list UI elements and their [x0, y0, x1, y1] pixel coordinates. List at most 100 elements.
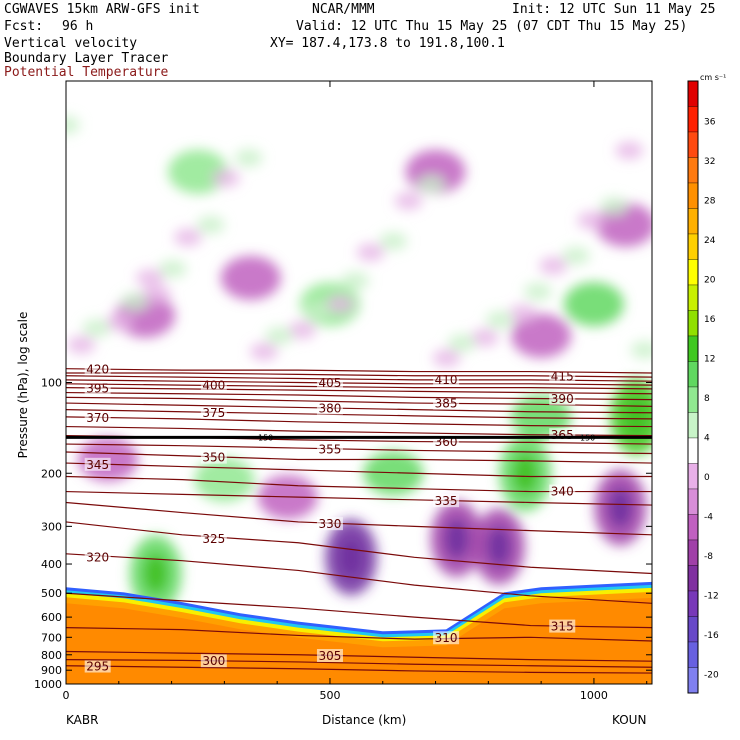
theta-label-bg-345: [84, 457, 111, 471]
colorbar-label-12: 12: [704, 354, 715, 364]
w-core-2: [444, 518, 469, 559]
theta-label-320: 320: [86, 550, 109, 564]
colorbar-swatch-21: [687, 616, 699, 643]
colorbar-label--20: -20: [704, 670, 719, 680]
theta-label-bg-315: [549, 619, 576, 633]
theta-contour-370: [66, 416, 652, 428]
theta-label-bg-350: [200, 450, 227, 464]
theta-contour-305: [66, 650, 652, 662]
colorbar-swatch-11: [687, 361, 699, 388]
colorbar: 36 32 28 24 20 16 12 8 4 0 -4 -8 -12 -16 -20: [687, 80, 719, 694]
org-label: NCAR/MMM: [312, 2, 375, 17]
model-title: CGWAVES 15km ARW-GFS init: [4, 2, 200, 17]
theta-label-bg-420: [84, 362, 111, 376]
theta-label-380: 380: [319, 402, 342, 416]
colorbar-swatch-8: [687, 284, 699, 311]
theta-label-310: 310: [435, 631, 458, 645]
w-texture-16: [341, 271, 370, 290]
y-tick-label-500: 500: [41, 587, 62, 600]
colorbar-swatch-6: [687, 233, 699, 260]
w-texture-15: [249, 342, 278, 361]
theta-label-295: 295: [86, 660, 109, 674]
theta-label-345: 345: [86, 458, 109, 472]
colorbar-swatch-23: [687, 667, 699, 694]
colorbar-swatch-10: [687, 335, 699, 362]
theta-label-420: 420: [86, 362, 109, 376]
theta-contour-345: [66, 462, 652, 478]
colorbar-swatch-22: [687, 641, 699, 668]
theta-contour-300: [66, 659, 652, 668]
field-boundary-layer-tracer: Boundary Layer Tracer: [4, 51, 169, 66]
vertical-velocity-fill: [66, 116, 652, 612]
colorbar-label-32: 32: [704, 157, 715, 167]
y-tick-label-100: 100: [41, 377, 62, 390]
theta-label-410: 410: [435, 373, 458, 387]
colorbar-label-20: 20: [704, 275, 716, 285]
theta-label-395: 395: [86, 381, 109, 395]
w-feature-17: [220, 255, 281, 300]
theta-label-355: 355: [319, 442, 342, 456]
w-texture-8: [196, 215, 225, 234]
theta-label-405: 405: [319, 376, 342, 390]
w-core-4: [143, 553, 168, 594]
theta-label-bg-325: [200, 531, 227, 545]
theta-contour-310: [66, 626, 652, 642]
w-texture-26: [82, 319, 111, 338]
w-texture-12: [561, 246, 590, 265]
theta-label-bg-295: [84, 659, 111, 673]
theta-label-400: 400: [202, 379, 225, 393]
w-texture-2: [234, 148, 263, 167]
w-texture-33: [135, 268, 164, 287]
colorbar-label-36: 36: [704, 117, 716, 127]
colorbar-label-0: 0: [704, 473, 710, 483]
theta-label-370: 370: [86, 411, 109, 425]
x-axis-right-station: KOUN: [612, 713, 647, 727]
theta-label-bg-415: [549, 369, 576, 383]
colorbar-swatch-9: [687, 310, 699, 337]
theta-label-bg-390: [549, 392, 576, 406]
colorbar-swatch-15: [687, 463, 699, 490]
w-texture-27: [173, 228, 202, 247]
theta-label-bg-375: [200, 405, 227, 419]
y-tick-label-900: 900: [41, 664, 62, 677]
theta-label-315: 315: [551, 620, 574, 634]
colorbar-swatch-2: [687, 131, 699, 158]
colorbar-swatch-5: [687, 208, 699, 235]
w-texture-18: [523, 282, 552, 301]
w-core-3: [608, 487, 633, 528]
w-core-1: [486, 526, 511, 567]
colorbar-swatch-7: [687, 259, 699, 286]
w-texture-17: [432, 349, 461, 368]
w-texture-23: [394, 191, 423, 210]
colorbar-swatch-13: [687, 412, 699, 439]
theta-label-325: 325: [202, 532, 225, 546]
theta-contour-330: [66, 501, 652, 536]
colorbar-label-4: 4: [704, 433, 710, 443]
tropopause-label-1: 150: [580, 433, 595, 442]
colorbar-swatch-12: [687, 386, 699, 413]
w-texture-24: [485, 310, 514, 329]
potential-temperature-contours: 295 300 305 310 315 320 325 330 335 340 345 350 355 3…: [66, 362, 652, 674]
theta-label-330: 330: [319, 517, 342, 531]
w-texture-21: [211, 169, 240, 188]
colorbar-swatch-14: [687, 437, 699, 464]
w-feature-8: [511, 394, 572, 439]
w-core-0: [339, 537, 364, 578]
theta-contour-335: [66, 490, 652, 506]
w-texture-14: [158, 259, 187, 278]
w-feature-19: [511, 313, 572, 358]
y-tick-label-200: 200: [41, 467, 62, 480]
colorbar-swatch-18: [687, 539, 699, 566]
theta-label-350: 350: [202, 451, 225, 465]
colorbar-swatch-4: [687, 182, 699, 209]
w-texture-20: [120, 292, 149, 311]
colorbar-label-24: 24: [704, 236, 716, 246]
w-feature-13: [167, 149, 228, 194]
tropopause-label-0: 150: [258, 433, 273, 442]
colorbar-swatch-3: [687, 157, 699, 184]
theta-label-300: 300: [202, 654, 225, 668]
theta-label-bg-330: [316, 517, 343, 531]
theta-label-bg-335: [433, 494, 460, 508]
theta-label-375: 375: [202, 406, 225, 420]
